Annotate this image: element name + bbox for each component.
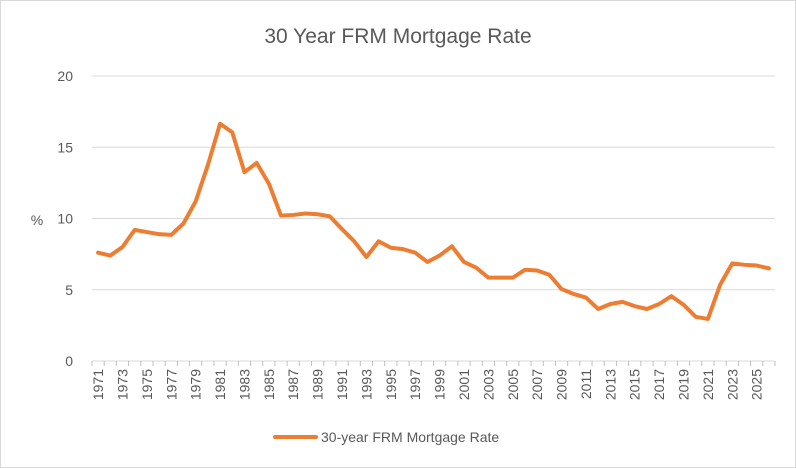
legend: 30-year FRM Mortgage Rate — [273, 429, 499, 445]
series-group — [96, 121, 771, 321]
x-tick-label: 1995 — [383, 369, 399, 400]
y-tick-label: 10 — [57, 211, 73, 227]
x-tick-label: 2019 — [676, 369, 692, 400]
x-tick-label: 1973 — [114, 369, 130, 400]
x-tick-label: 1983 — [236, 369, 252, 400]
x-tick-label: 2003 — [480, 369, 496, 400]
x-tick-label: 1977 — [163, 369, 179, 400]
x-tick-label: 1975 — [139, 369, 155, 400]
x-tick-label: 2011 — [578, 369, 594, 399]
x-tick-label: 1985 — [261, 369, 277, 400]
x-tick-label: 2025 — [749, 369, 765, 400]
y-tick-label: 0 — [65, 353, 73, 369]
x-tick-label: 1981 — [212, 369, 228, 400]
legend-label: 30-year FRM Mortgage Rate — [321, 429, 499, 445]
x-axis-ticks: 1971 1973 1975 1977 1979 1981 1983 1985 1987 1989… — [90, 361, 776, 400]
x-tick-label: 2023 — [724, 369, 740, 400]
gridlines — [92, 75, 775, 362]
y-tick-label: 5 — [65, 282, 73, 298]
x-tick-label: 1997 — [407, 369, 423, 400]
x-tick-label: 2013 — [602, 369, 618, 400]
x-tick-label: 2009 — [554, 369, 570, 400]
x-tick-label: 1991 — [334, 369, 350, 400]
x-tick-label: 2021 — [700, 369, 716, 400]
x-tick-label: 2017 — [651, 369, 667, 400]
x-tick-label: 1993 — [358, 369, 374, 400]
y-axis-label: % — [31, 212, 43, 228]
x-tick-label: 2007 — [529, 369, 545, 400]
x-tick-label: 1989 — [310, 369, 326, 400]
chart-title: 30 Year FRM Mortgage Rate — [264, 25, 531, 48]
x-tick-label: 2001 — [456, 369, 472, 400]
y-axis-ticks: 0 5 10 15 20 — [57, 68, 73, 369]
x-tick-label: 2005 — [505, 369, 521, 400]
x-tick-label: 1999 — [432, 369, 448, 400]
series-line — [96, 121, 771, 321]
x-tick-label: 1987 — [285, 369, 301, 400]
y-tick-label: 20 — [57, 68, 73, 84]
x-tick-label: 1971 — [90, 369, 106, 400]
x-tick-label: 1979 — [188, 369, 204, 400]
y-tick-label: 15 — [57, 139, 73, 155]
x-tick-label: 2015 — [627, 369, 643, 400]
